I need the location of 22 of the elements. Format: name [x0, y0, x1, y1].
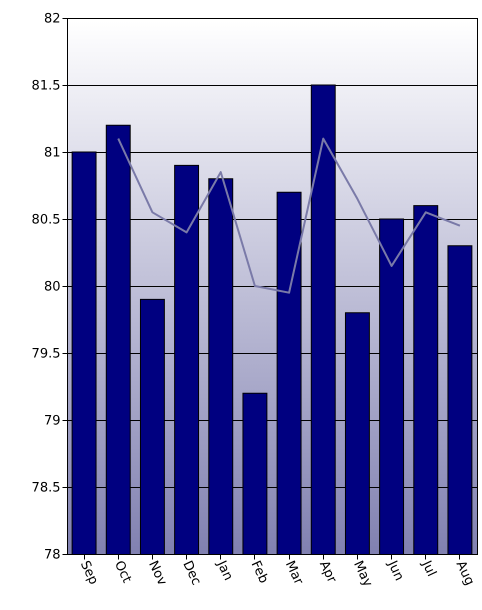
- y-tick-label: 78.5: [32, 480, 60, 496]
- y-tick-label: 82: [44, 12, 60, 26]
- x-tick-label: Nov: [145, 558, 170, 588]
- x-tick-label: Jul: [418, 558, 439, 580]
- y-tick-label: 81.5: [32, 78, 60, 94]
- x-tick-label: Jan: [213, 558, 236, 584]
- x-tick-label: Feb: [248, 558, 271, 586]
- y-tick-label: 80.5: [32, 212, 60, 228]
- x-tick-label: Jun: [384, 558, 407, 584]
- x-tick-label: Dec: [179, 558, 204, 588]
- x-tick-label: May: [350, 558, 376, 590]
- x-tick-label: Aug: [452, 558, 477, 588]
- y-tick-label: 81: [44, 146, 60, 160]
- y-tick-label: 80: [44, 280, 60, 294]
- x-tick-label: Oct: [111, 558, 134, 586]
- y-tick-label: 78: [44, 548, 60, 562]
- x-tick-label: Mar: [282, 558, 306, 588]
- line-series: [117, 138, 461, 294]
- y-tick-label: 79.5: [32, 346, 60, 362]
- x-tick-label: Apr: [316, 558, 340, 586]
- y-tick-label: 79: [44, 414, 60, 428]
- x-tick-label: Sep: [76, 558, 101, 588]
